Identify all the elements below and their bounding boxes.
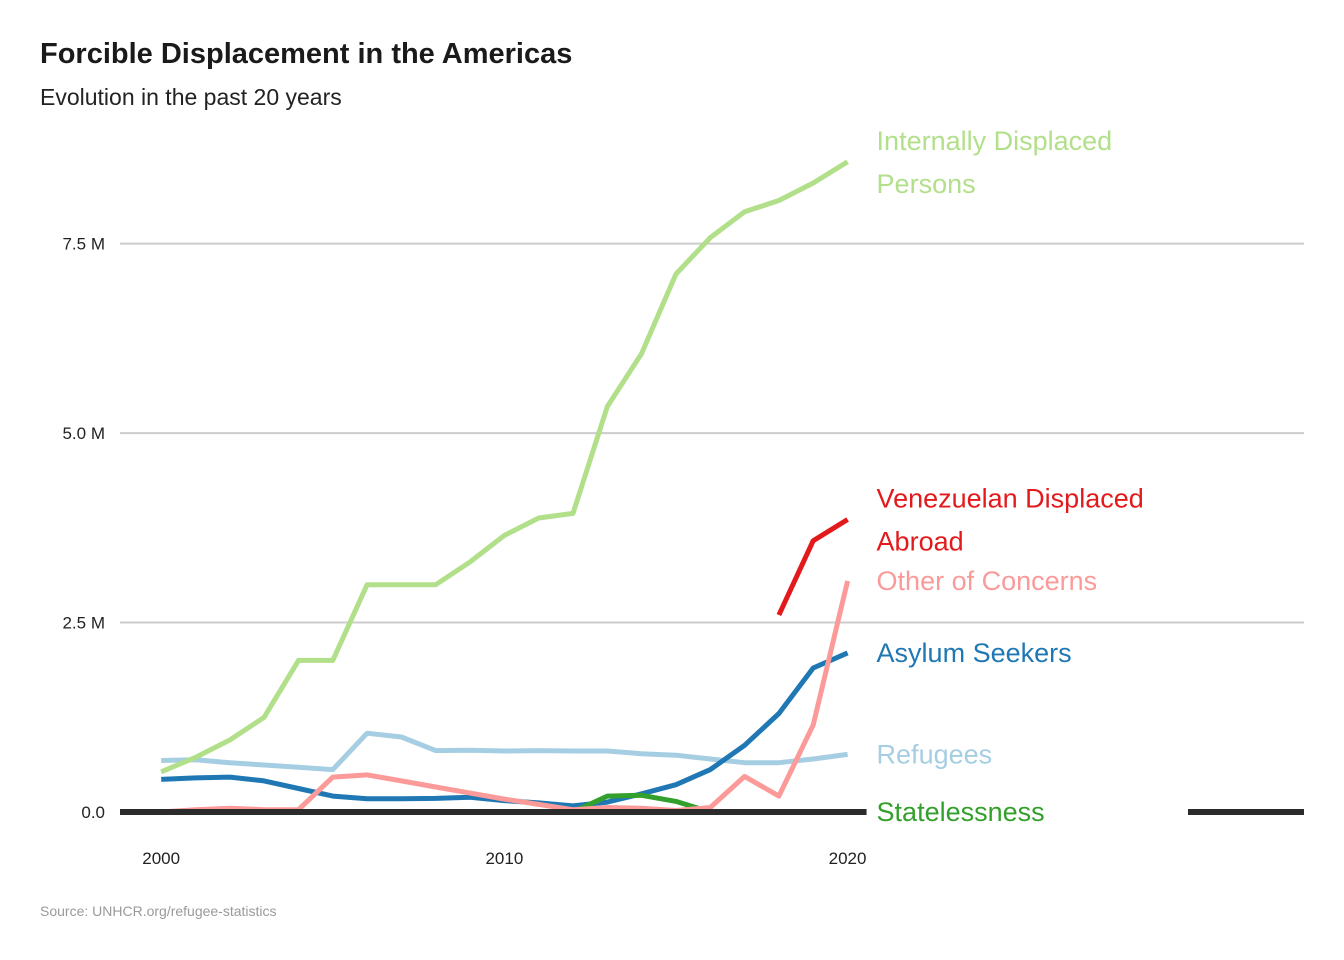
series-line-venezuelan-displaced-abroad (776, 517, 849, 617)
series-line-statelessness (571, 792, 712, 815)
series-label-other-of-concerns: Other of Concerns (877, 566, 1098, 596)
x-tick-label: 2010 (485, 849, 523, 868)
y-axis-tick-labels: 0.0 2.5 M 5.0 M 7.5 M (62, 235, 105, 822)
x-axis-tick-labels: 2000 2010 2020 (142, 849, 866, 868)
series-line-other-of-concerns (161, 580, 851, 815)
source-note: Source: UNHCR.org/refugee-statistics (40, 903, 277, 919)
series-label-asylum-seekers: Asylum Seekers (877, 638, 1072, 668)
y-tick-label: 5.0 M (62, 424, 105, 443)
series-label-venezuelan-displaced-abroad: Venezuelan Displaced (877, 483, 1144, 513)
series-lines (160, 159, 851, 815)
y-tick-label: 2.5 M (62, 614, 105, 633)
y-tick-label: 7.5 M (62, 235, 105, 254)
series-label-refugees: Refugees (877, 739, 993, 769)
gridlines (120, 242, 1304, 624)
series-label-venezuelan-displaced-abroad: Abroad (877, 526, 964, 556)
series-line-internally-displaced-persons (160, 159, 849, 775)
series-labels: Refugees Asylum Seekers Internally Displac… (877, 126, 1144, 827)
x-tick-label: 2020 (829, 849, 867, 868)
x-tick-label: 2000 (142, 849, 180, 868)
series-line-refugees (161, 730, 848, 773)
chart-subtitle: Evolution in the past 20 years (40, 84, 342, 110)
series-label-statelessness: Statelessness (877, 797, 1045, 827)
series-label-internally-displaced-persons: Persons (877, 169, 976, 199)
series-label-internally-displaced-persons: Internally Displaced (877, 126, 1113, 156)
series-line-asylum-seekers (161, 650, 849, 809)
y-tick-label: 0.0 (81, 803, 105, 822)
chart-title: Forcible Displacement in the Americas (40, 38, 572, 70)
